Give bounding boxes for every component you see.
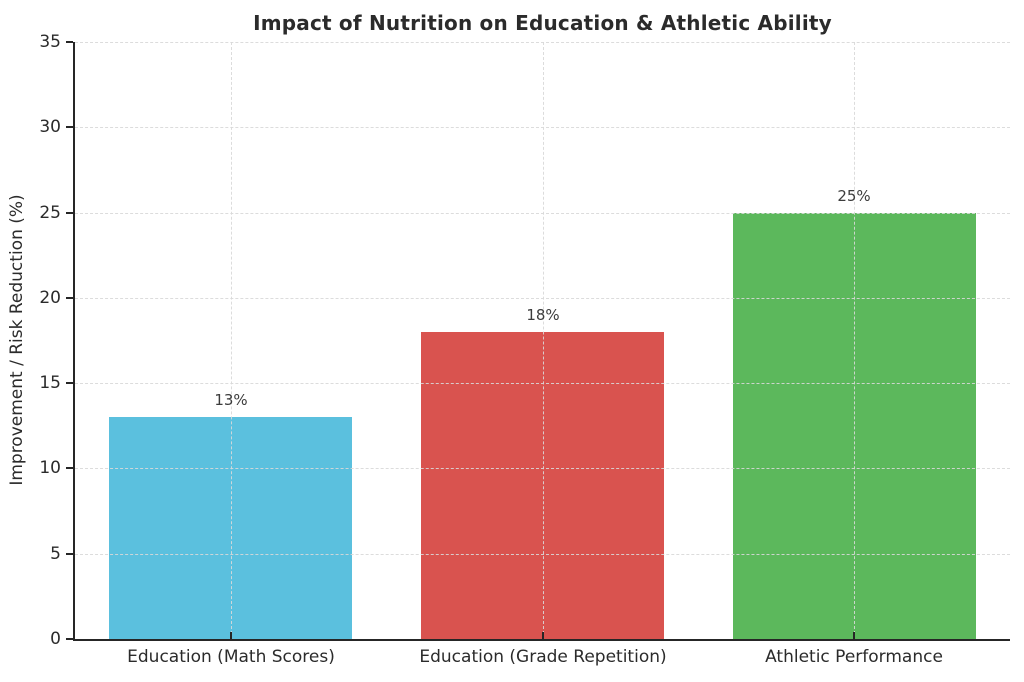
y-axis-spine xyxy=(73,42,75,639)
x-axis-spine xyxy=(73,639,1010,641)
y-tick xyxy=(66,553,73,555)
gridline-vertical xyxy=(543,42,544,639)
y-tick-label: 25 xyxy=(39,203,61,223)
gridline-horizontal xyxy=(75,468,1010,469)
gridline-horizontal xyxy=(75,127,1010,128)
y-tick xyxy=(66,297,73,299)
x-tick-label: Athletic Performance xyxy=(765,647,943,667)
bar-value-label: 18% xyxy=(526,306,560,324)
y-tick-label: 10 xyxy=(39,458,61,478)
y-tick-label: 15 xyxy=(39,373,61,393)
gridline-horizontal xyxy=(75,213,1010,214)
y-tick-label: 5 xyxy=(50,544,61,564)
bar-value-label: 25% xyxy=(837,187,871,205)
y-tick xyxy=(66,126,73,128)
x-tick-label: Education (Grade Repetition) xyxy=(419,647,667,667)
gridline-horizontal xyxy=(75,554,1010,555)
y-tick xyxy=(66,382,73,384)
gridline-horizontal xyxy=(75,383,1010,384)
plot-area: 13% Education (Math Scores) 18% Education (… xyxy=(39,32,1010,667)
bar-education-math-scores xyxy=(109,417,352,639)
bar-value-label: 13% xyxy=(214,391,248,409)
x-tick xyxy=(542,632,544,639)
y-tick xyxy=(66,638,73,640)
y-tick xyxy=(66,212,73,214)
gridline-vertical xyxy=(231,42,232,639)
x-tick xyxy=(853,632,855,639)
chart-title: Impact of Nutrition on Education & Athle… xyxy=(253,11,832,35)
y-tick-label: 20 xyxy=(39,288,61,308)
y-tick xyxy=(66,467,73,469)
gridline-vertical xyxy=(854,42,855,639)
x-tick xyxy=(230,632,232,639)
x-tick-label: Education (Math Scores) xyxy=(127,647,335,667)
gridline-horizontal xyxy=(75,42,1010,43)
gridline-horizontal xyxy=(75,298,1010,299)
y-tick xyxy=(66,41,73,43)
y-tick-label: 30 xyxy=(39,117,61,137)
y-tick-label: 0 xyxy=(50,629,61,649)
y-tick-label: 35 xyxy=(39,32,61,52)
y-axis-label: Improvement / Risk Reduction (%) xyxy=(7,194,27,486)
